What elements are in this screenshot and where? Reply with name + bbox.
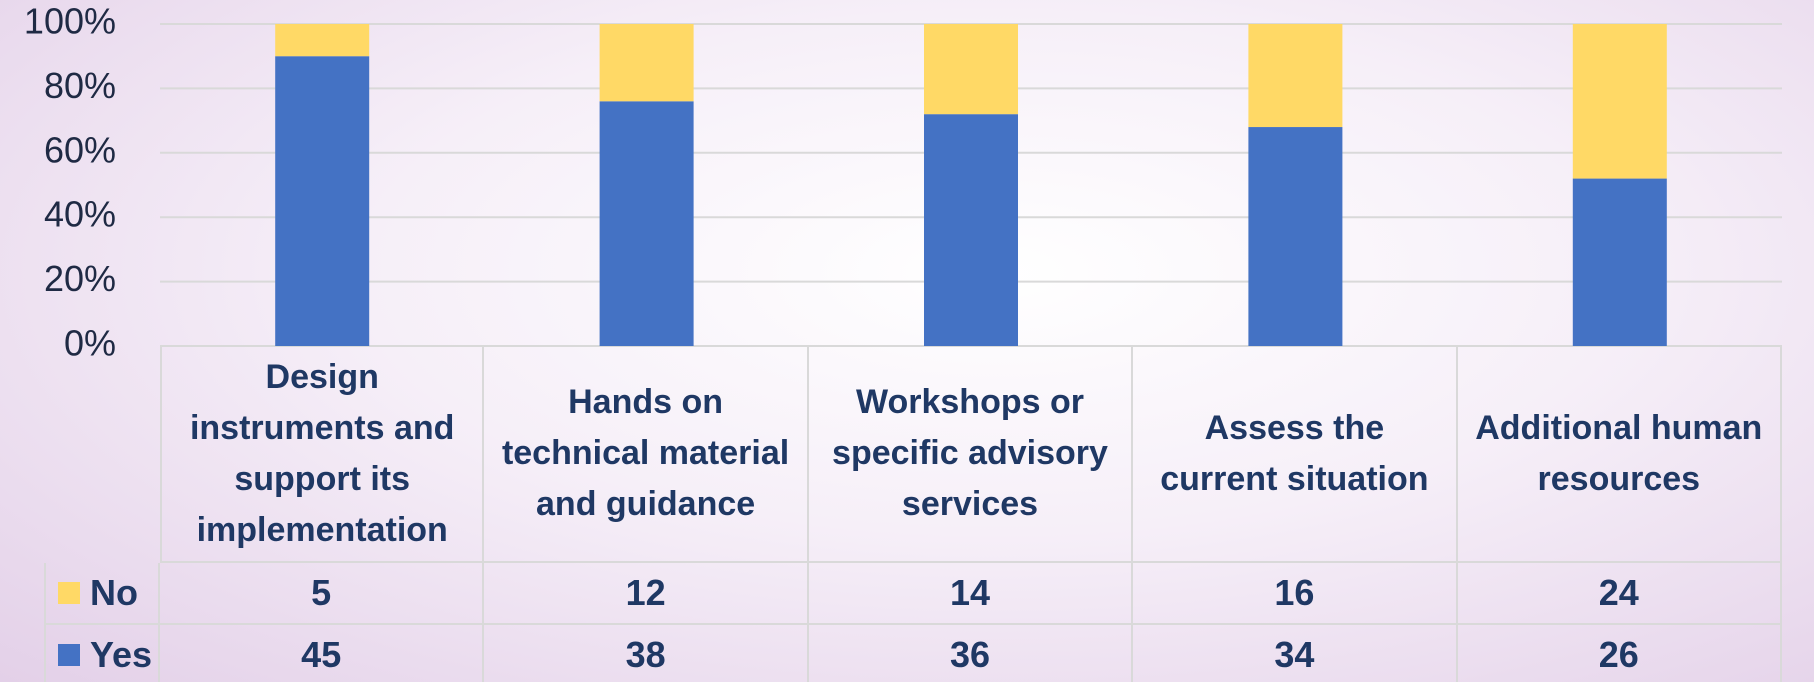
y-tick-label: 40% — [44, 194, 116, 235]
table-value: 38 — [484, 625, 809, 682]
y-tick-label: 20% — [44, 258, 116, 299]
table-value: 36 — [809, 625, 1134, 682]
legend-label: Yes — [90, 634, 153, 675]
table-value: 14 — [808, 563, 1134, 625]
legend-entry: No — [44, 563, 160, 625]
bar-segment — [1572, 24, 1667, 179]
table-value: 24 — [1457, 563, 1782, 625]
table-value: 12 — [484, 563, 809, 625]
category-label: Assess the current situation — [1133, 346, 1458, 563]
y-tick-label: 0% — [64, 323, 116, 364]
y-tick-label: 80% — [44, 65, 116, 106]
y-tick-label: 60% — [44, 129, 116, 170]
category-label: Hands on technical material and guidance — [484, 346, 809, 563]
table-value: 26 — [1458, 625, 1782, 682]
legend-entry: Yes — [44, 625, 160, 682]
bar-segment — [599, 101, 694, 346]
bar-segment — [1248, 127, 1343, 346]
table-value: 34 — [1133, 625, 1458, 682]
category-label: Additional human resources — [1457, 346, 1782, 563]
table-value: 45 — [160, 625, 485, 682]
bar-segment — [1572, 178, 1667, 346]
bar-segment — [275, 56, 370, 346]
y-tick-label: 100% — [24, 1, 116, 42]
bar-segment — [599, 24, 694, 102]
bar-segment — [275, 24, 370, 57]
bar-segment — [1248, 24, 1343, 128]
table-value: 16 — [1133, 563, 1458, 625]
legend-swatch — [58, 644, 80, 666]
category-label: Workshops or specific advisory services — [808, 346, 1134, 563]
legend-label: No — [90, 572, 138, 613]
bar-segment — [924, 24, 1018, 115]
table-value: 5 — [160, 563, 485, 625]
bar-segment — [924, 114, 1018, 346]
legend-swatch — [58, 582, 80, 604]
category-label: Design instruments and support its imple… — [160, 346, 485, 563]
